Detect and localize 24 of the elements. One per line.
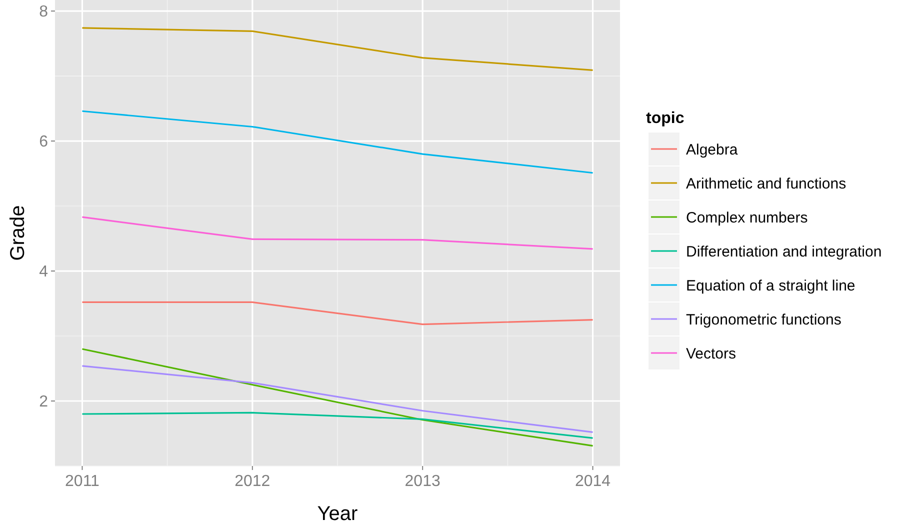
- legend-label: Vectors: [686, 345, 736, 362]
- line-series: [81, 27, 594, 71]
- line-series: [81, 110, 594, 174]
- x-tick-label: 2011: [65, 473, 100, 490]
- legend-title: topic: [646, 110, 684, 127]
- line-series: [81, 412, 594, 439]
- line-series: [81, 348, 594, 447]
- y-axis-title: Grade: [7, 205, 29, 261]
- legend-label: Complex numbers: [686, 209, 808, 226]
- y-tick-label: 8: [39, 4, 48, 21]
- y-tick-label: 4: [39, 264, 48, 281]
- legend-label: Equation of a straight line: [686, 277, 856, 294]
- legend-label: Arithmetic and functions: [686, 175, 846, 192]
- line-series: [81, 365, 594, 434]
- legend-label: Trigonometric functions: [686, 311, 842, 328]
- legend-label: Algebra: [686, 141, 738, 158]
- legend-label: Differentiation and integration: [686, 243, 882, 260]
- x-tick-label: 2013: [404, 473, 440, 490]
- line-series: [81, 216, 594, 250]
- x-axis-title: Year: [317, 503, 358, 525]
- y-tick-label: 6: [39, 134, 48, 151]
- x-tick-label: 2012: [234, 473, 270, 490]
- x-tick-label: 2014: [574, 473, 611, 490]
- y-tick-label: 2: [39, 394, 48, 411]
